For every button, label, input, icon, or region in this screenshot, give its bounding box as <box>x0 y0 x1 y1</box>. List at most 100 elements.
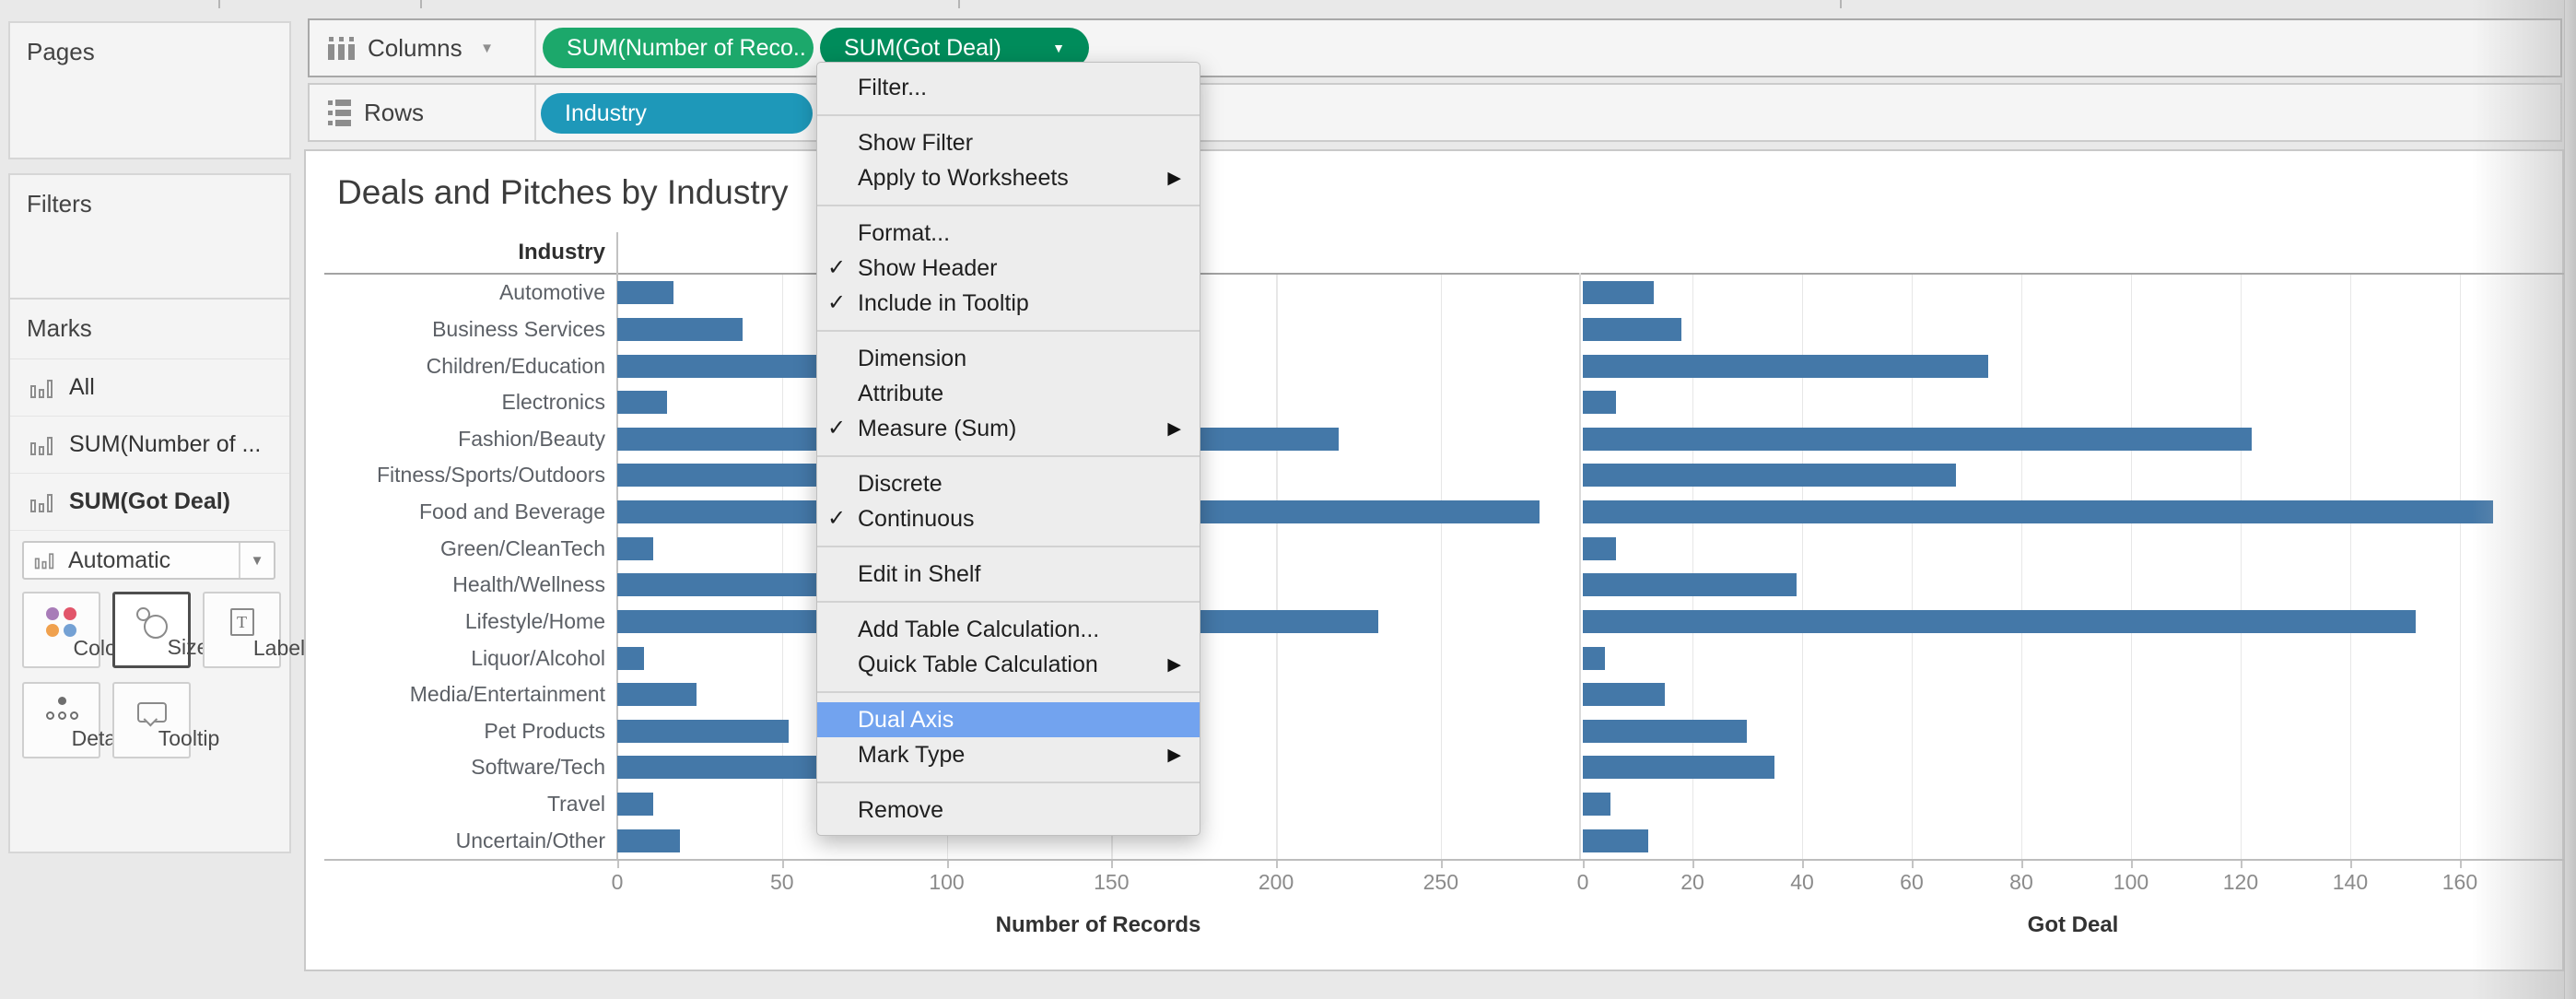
bar-got-deal-pet-products[interactable] <box>1583 719 1748 743</box>
marks-card-item[interactable]: SUM(Got Deal) <box>10 474 289 531</box>
row-label-automotive[interactable]: Automotive <box>498 280 605 305</box>
bar-number-of-records-pet-products[interactable] <box>617 719 789 743</box>
bar-got-deal-children-education[interactable] <box>1583 354 1989 378</box>
bar-number-of-records-electronics[interactable] <box>617 391 667 415</box>
bar-got-deal-electronics[interactable] <box>1583 391 1616 415</box>
row-label-fitness-sports-outdoors[interactable]: Fitness/Sports/Outdoors <box>377 463 605 488</box>
chevron-down-icon[interactable]: ▼ <box>239 543 274 578</box>
bar-got-deal-fitness-sports-outdoors[interactable] <box>1583 464 1956 488</box>
menu-item-show-filter[interactable]: Show Filter <box>858 130 974 156</box>
row-label-uncertain-other[interactable]: Uncertain/Other <box>455 828 605 852</box>
row-label-health-wellness[interactable]: Health/Wellness <box>452 572 605 597</box>
menu-item-dimension[interactable]: Dimension <box>858 346 967 371</box>
columns-shelf-header: Columns ▼ <box>310 20 534 76</box>
menu-item-show-header[interactable]: ✓ Show Header <box>817 251 1200 286</box>
bar-got-deal-lifestyle-home[interactable] <box>1583 609 2417 633</box>
row-label-electronics[interactable]: Electronics <box>501 390 605 415</box>
detail-dots-icon <box>24 693 99 732</box>
detail-button[interactable]: Detail <box>22 682 125 758</box>
pill-sum-number-of-records[interactable]: SUM(Number of Reco.. <box>543 28 814 68</box>
bar-number-of-records-liquor-alcohol[interactable] <box>617 646 644 670</box>
axis-tick-label: 200 <box>1258 870 1294 894</box>
mark-type-dropdown[interactable]: Automatic ▼ <box>22 541 275 580</box>
bar-chart-icon <box>30 492 53 512</box>
bar-got-deal-green-cleantech[interactable] <box>1583 536 1616 560</box>
axis-tick <box>1911 861 1914 868</box>
menu-item-continuous[interactable]: ✓ Continuous <box>817 501 1200 536</box>
bar-number-of-records-green-cleantech[interactable] <box>617 536 654 560</box>
pill-sum-got-deal[interactable]: SUM(Got Deal) ▼ <box>820 28 1089 68</box>
bar-number-of-records-business-services[interactable] <box>617 317 743 341</box>
label-button[interactable]: T Label <box>203 592 305 668</box>
bar-number-of-records-travel[interactable] <box>617 793 654 817</box>
row-label-travel[interactable]: Travel <box>546 792 605 817</box>
row-label-fashion-beauty[interactable]: Fashion/Beauty <box>458 426 605 451</box>
pill-industry[interactable]: Industry <box>541 93 813 134</box>
row-label-business-services[interactable]: Business Services <box>432 316 605 341</box>
row-header-industry[interactable]: Industry <box>518 240 605 264</box>
menu-item-edit-in-shelf[interactable]: Edit in Shelf <box>858 561 981 587</box>
menu-item-filter[interactable]: Filter... <box>858 75 928 100</box>
pill-menu-caret-icon[interactable]: ▼ <box>1052 41 1065 55</box>
x-axis-line <box>324 859 2564 861</box>
menu-item-mark-type[interactable]: Mark Type ▶ <box>817 737 1200 772</box>
axis-tick <box>2459 861 2462 868</box>
size-button[interactable]: Size <box>112 592 208 668</box>
bar-got-deal-health-wellness[interactable] <box>1583 573 1797 597</box>
row-label-green-cleantech[interactable]: Green/CleanTech <box>440 535 605 560</box>
menu-item-discrete[interactable]: Discrete <box>858 471 943 497</box>
bar-got-deal-uncertain-other[interactable] <box>1583 829 1649 852</box>
rows-shelf[interactable]: Rows Industry <box>308 83 2562 142</box>
rows-icon <box>328 99 351 126</box>
chevron-down-icon[interactable]: ▼ <box>480 40 494 56</box>
menu-item-include-in-tooltip[interactable]: ✓ Include in Tooltip <box>817 286 1200 321</box>
gridline <box>2130 275 2133 859</box>
row-label-software-tech[interactable]: Software/Tech <box>471 755 605 780</box>
menu-item-apply-to-worksheets[interactable]: Apply to Worksheets ▶ <box>817 160 1200 195</box>
row-label-lifestyle-home[interactable]: Lifestyle/Home <box>464 608 605 633</box>
bar-number-of-records-health-wellness[interactable] <box>617 573 849 597</box>
menu-item-format[interactable]: Format... <box>858 220 951 246</box>
bar-got-deal-liquor-alcohol[interactable] <box>1583 646 1605 670</box>
gridline <box>1276 275 1278 859</box>
rows-shelf-header: Rows <box>310 85 534 140</box>
bar-number-of-records-uncertain-other[interactable] <box>617 829 680 852</box>
bar-got-deal-travel[interactable] <box>1583 793 1610 817</box>
menu-item-attribute[interactable]: Attribute <box>858 381 944 406</box>
marks-card-item[interactable]: SUM(Number of ... <box>10 417 289 474</box>
bar-got-deal-media-entertainment[interactable] <box>1583 683 1666 707</box>
row-label-liquor-alcohol[interactable]: Liquor/Alcohol <box>471 645 605 670</box>
bar-got-deal-software-tech[interactable] <box>1583 756 1775 780</box>
gridline <box>1911 275 1914 859</box>
color-button[interactable]: Color <box>22 592 123 668</box>
row-label-media-entertainment[interactable]: Media/Entertainment <box>409 682 605 707</box>
bar-number-of-records-media-entertainment[interactable] <box>617 683 697 707</box>
menu-item-add-table-calculation[interactable]: Add Table Calculation... <box>858 617 1100 642</box>
text-label-icon: T <box>205 603 279 641</box>
toolbar-crop-tick <box>1840 0 1842 8</box>
bar-number-of-records-automotive[interactable] <box>617 281 673 305</box>
menu-item-measure-sum[interactable]: ✓ Measure (Sum) ▶ <box>817 411 1200 446</box>
menu-item-remove[interactable]: Remove <box>858 797 944 823</box>
submenu-arrow-icon: ▶ <box>1167 169 1181 188</box>
bar-number-of-records-software-tech[interactable] <box>617 756 825 780</box>
bar-got-deal-food-and-beverage[interactable] <box>1583 500 2493 524</box>
menu-item-dual-axis[interactable]: Dual Axis <box>817 702 1200 737</box>
bar-got-deal-automotive[interactable] <box>1583 281 1655 305</box>
bar-got-deal-fashion-beauty[interactable] <box>1583 427 2252 451</box>
marks-item-list: All SUM(Number of ... SUM(Got Deal) <box>10 358 289 531</box>
menu-item-quick-table-calculation[interactable]: Quick Table Calculation ▶ <box>817 647 1200 682</box>
tooltip-button[interactable]: Tooltip <box>112 682 219 758</box>
filters-shelf[interactable]: Filters <box>8 173 291 304</box>
columns-icon <box>328 36 355 60</box>
pages-shelf[interactable]: Pages <box>8 21 291 159</box>
row-label-children-education[interactable]: Children/Education <box>426 353 605 378</box>
toolbar-crop-tick <box>218 0 220 8</box>
vertical-scrollbar[interactable] <box>2564 0 2576 999</box>
marks-card-item[interactable]: All <box>10 359 289 417</box>
axis-tick <box>1276 861 1279 868</box>
columns-shelf[interactable]: Columns ▼ SUM(Number of Reco.. SUM(Got D… <box>308 18 2562 77</box>
row-label-food-and-beverage[interactable]: Food and Beverage <box>418 500 605 524</box>
bar-got-deal-business-services[interactable] <box>1583 317 1682 341</box>
row-label-pet-products[interactable]: Pet Products <box>484 718 605 743</box>
